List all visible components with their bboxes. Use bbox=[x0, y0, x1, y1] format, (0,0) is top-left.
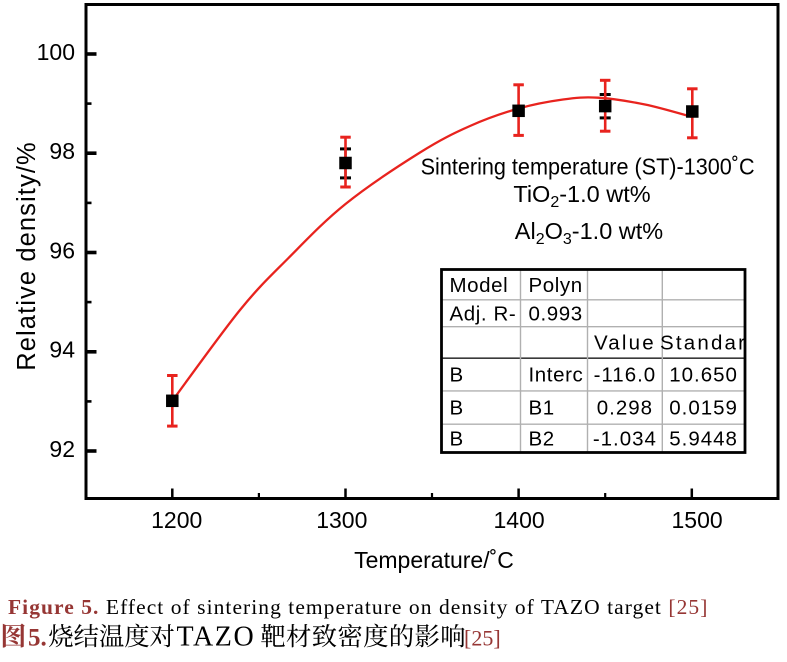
svg-text:[25]: [25] bbox=[464, 625, 501, 650]
svg-text:Al2O3-1.0 wt%: Al2O3-1.0 wt% bbox=[515, 218, 664, 248]
svg-text:-116.0: -116.0 bbox=[594, 364, 657, 387]
svg-text:98: 98 bbox=[49, 138, 75, 164]
svg-text:Polyn: Polyn bbox=[529, 274, 583, 297]
svg-text:TAZO: TAZO bbox=[177, 621, 256, 652]
svg-text:B2: B2 bbox=[529, 428, 555, 451]
svg-text:92: 92 bbox=[49, 436, 75, 462]
svg-text:Adj. R-: Adj. R- bbox=[450, 302, 517, 325]
svg-text:0.0159: 0.0159 bbox=[669, 397, 738, 420]
svg-text:B: B bbox=[450, 397, 464, 420]
svg-text:0.993: 0.993 bbox=[529, 302, 583, 325]
svg-text:5.: 5. bbox=[28, 624, 47, 651]
svg-text:94: 94 bbox=[49, 337, 75, 363]
svg-text:Model: Model bbox=[450, 274, 509, 297]
svg-text:Value: Value bbox=[594, 332, 656, 355]
svg-text:Temperature/˚C: Temperature/˚C bbox=[354, 547, 514, 573]
svg-text:Standar: Standar bbox=[660, 332, 747, 355]
svg-text:1500: 1500 bbox=[672, 507, 723, 533]
svg-text:-1.034: -1.034 bbox=[593, 428, 657, 451]
svg-text:0.298: 0.298 bbox=[597, 397, 653, 420]
svg-text:Relative density/%: Relative density/% bbox=[13, 141, 41, 371]
svg-text:Interc: Interc bbox=[529, 364, 584, 387]
svg-text:1200: 1200 bbox=[151, 507, 202, 533]
svg-text:TiO2-1.0 wt%: TiO2-1.0 wt% bbox=[513, 181, 650, 211]
svg-text:5.9448: 5.9448 bbox=[669, 428, 738, 451]
svg-text:96: 96 bbox=[49, 237, 75, 263]
svg-text:10.650: 10.650 bbox=[669, 364, 738, 387]
svg-text:B1: B1 bbox=[529, 397, 555, 420]
svg-text:1300: 1300 bbox=[316, 507, 367, 533]
svg-text:B: B bbox=[450, 364, 464, 387]
svg-text:Figure 5. Effect of sintering: Figure 5. Effect of sintering temperatur… bbox=[8, 595, 708, 619]
svg-text:1400: 1400 bbox=[494, 507, 545, 533]
svg-text:Sintering temperature (ST)-130: Sintering temperature (ST)-1300˚C bbox=[421, 153, 755, 179]
svg-text:B: B bbox=[450, 428, 464, 451]
svg-text:100: 100 bbox=[37, 39, 75, 65]
